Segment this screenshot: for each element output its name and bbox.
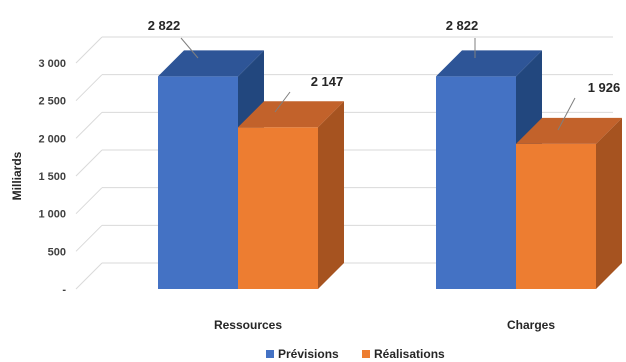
bar-realisations-charges [516, 143, 596, 289]
y-tick-label: 2 000 [38, 133, 66, 145]
bar-previsions-charges [436, 76, 516, 289]
y-tick-label: - [62, 284, 66, 296]
category-label: Charges [507, 318, 555, 332]
data-label: 2 822 [148, 18, 181, 33]
legend-label: Prévisions [278, 347, 339, 361]
y-tick-label: 500 [48, 246, 66, 258]
gridline-diagonal [75, 149, 103, 177]
y-axis-label: Milliards [10, 151, 24, 200]
bar-top [436, 50, 542, 77]
y-tick-label: 1 000 [38, 209, 66, 221]
bar-previsions-ressources [158, 76, 238, 289]
gridline-diagonal [75, 224, 103, 252]
legend-label: Réalisations [374, 347, 445, 361]
gridline-diagonal [75, 74, 103, 102]
y-tick-label: 1 500 [38, 171, 66, 183]
bar-side [318, 101, 344, 289]
y-tick-label: 2 500 [38, 96, 66, 108]
legend-swatch [362, 350, 370, 358]
bar-side [596, 117, 622, 290]
data-label-leader [274, 91, 291, 113]
data-label: 2 822 [446, 18, 479, 33]
gridline-diagonal [75, 262, 103, 290]
data-label-leader [180, 37, 199, 59]
data-label: 2 147 [311, 74, 344, 89]
bar-top [158, 50, 264, 77]
legend-swatch [266, 350, 274, 358]
data-label-leader [557, 97, 576, 131]
y-tick-label: 3 000 [38, 58, 66, 70]
gridline-diagonal [75, 36, 103, 64]
gridline-diagonal [75, 111, 103, 139]
bar-top [238, 101, 344, 128]
category-label: Ressources [214, 318, 282, 332]
data-label: 1 926 [588, 80, 621, 95]
gridline-diagonal [75, 187, 103, 215]
bar-realisations-ressources [238, 127, 318, 289]
bar-top [516, 117, 622, 144]
